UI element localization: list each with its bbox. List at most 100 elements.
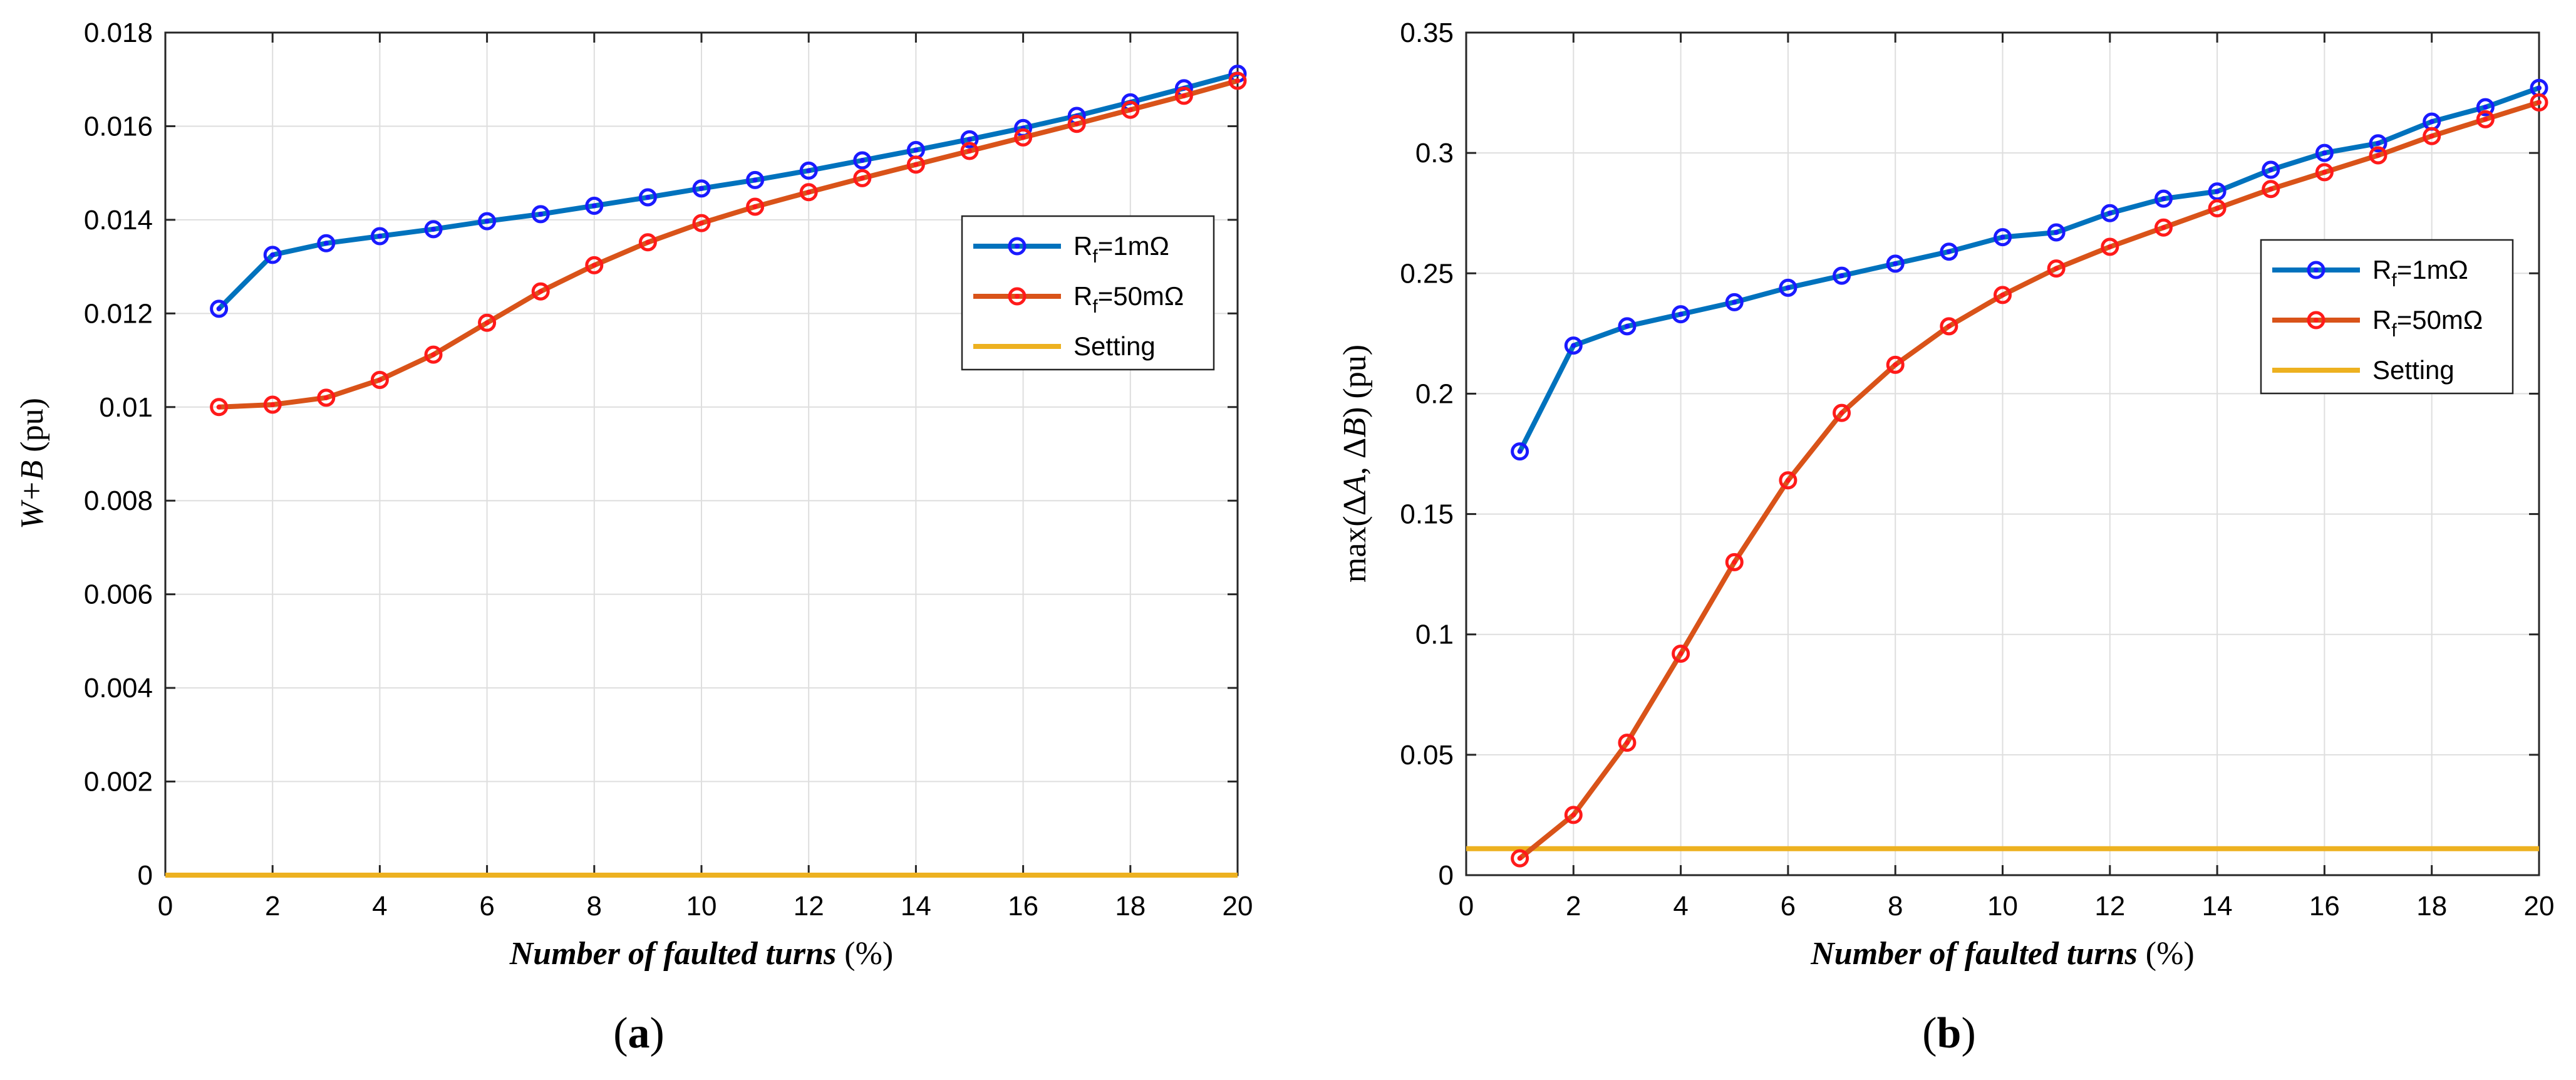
- x-tick-label: 12: [2094, 891, 2125, 922]
- x-tick-label: 14: [2202, 891, 2233, 922]
- data-point-core: [859, 175, 865, 181]
- data-point-core: [484, 219, 490, 224]
- x-tick-label: 0: [1459, 891, 1474, 922]
- data-point: [1511, 442, 1529, 461]
- data-point: [2369, 146, 2387, 165]
- data-point: [1564, 806, 1583, 824]
- data-point-core: [484, 320, 490, 326]
- x-tick-label: 6: [479, 891, 494, 922]
- data-point: [1994, 286, 2012, 304]
- data-point-core: [591, 262, 597, 268]
- data-point: [2208, 199, 2227, 218]
- data-point-core: [323, 395, 329, 400]
- y-axis-label-unit: (pu): [14, 398, 50, 460]
- data-point: [2315, 163, 2334, 182]
- x-tick-label: 20: [1223, 891, 1253, 922]
- data-point: [1067, 115, 1086, 133]
- x-tick-label: 2: [265, 891, 280, 922]
- legend-label-subscript: f: [2391, 270, 2397, 291]
- data-point-core: [1946, 323, 1952, 329]
- data-point-core: [806, 189, 812, 195]
- y-axis-label-part: , Δ: [1337, 438, 1373, 475]
- panel-label: (b): [1922, 1009, 1976, 1057]
- data-point: [1618, 317, 1637, 336]
- data-point: [746, 170, 765, 189]
- data-point-core: [431, 352, 436, 358]
- data-point: [1833, 403, 1851, 422]
- chart-panel-a: 0 2 4 6 8 10 12 14 16 18 20 0 0.002 0.004 0.006 0.008 0.…: [14, 18, 1253, 1057]
- data-point-core: [1517, 449, 1523, 454]
- y-tick-label: 0.012: [84, 298, 153, 329]
- x-tick-label: 12: [794, 891, 824, 922]
- data-point-core: [2322, 150, 2327, 156]
- data-point-core: [2537, 100, 2542, 105]
- y-tick-label: 0: [138, 860, 153, 891]
- data-point-core: [1624, 740, 1630, 745]
- data-point-core: [377, 377, 383, 383]
- y-tick-label: 0.05: [1400, 740, 1454, 771]
- data-point-core: [967, 148, 972, 154]
- x-tick-label: 20: [2524, 891, 2555, 922]
- legend-label-subscript: f: [1092, 246, 1098, 267]
- data-point: [853, 151, 872, 170]
- data-point-core: [2000, 292, 2005, 298]
- data-point: [478, 212, 497, 231]
- legend-swatch-marker: [2307, 261, 2325, 279]
- panel-label-letter: b: [1937, 1009, 1962, 1057]
- data-point: [960, 142, 979, 160]
- data-point: [585, 196, 604, 215]
- data-point-core: [2376, 140, 2381, 146]
- x-tick-label: 14: [901, 891, 931, 922]
- data-point-core: [1571, 812, 1576, 818]
- panel-label: (a): [613, 1009, 665, 1057]
- data-point-core: [538, 289, 544, 294]
- data-point: [1940, 242, 1958, 261]
- data-point: [1940, 317, 1958, 336]
- legend-swatch-marker-core: [2314, 318, 2319, 323]
- legend-label-rest: =1mΩ: [1098, 231, 1169, 261]
- legend-label-main: R: [2372, 305, 2391, 335]
- x-tick-label: 16: [1008, 891, 1038, 922]
- legend-label: Rf=50mΩ: [2372, 305, 2483, 341]
- data-point: [2423, 127, 2441, 145]
- data-point: [799, 161, 818, 180]
- legend-swatch-marker: [1008, 287, 1027, 306]
- x-axis-label-italic: Number of faulted turns: [509, 936, 837, 972]
- data-point-core: [2268, 186, 2273, 192]
- legend-label-rest: =50mΩ: [2397, 305, 2483, 335]
- data-point: [531, 282, 550, 301]
- x-tick-label: 10: [686, 891, 717, 922]
- data-point-core: [270, 402, 276, 408]
- data-point: [263, 395, 282, 414]
- data-point-core: [1624, 323, 1630, 329]
- legend-label-main: Setting: [2372, 355, 2454, 385]
- data-point: [906, 155, 925, 174]
- data-point-core: [1020, 135, 1026, 140]
- x-axis-label-unit: (%): [2138, 936, 2195, 972]
- data-point: [1725, 293, 1744, 311]
- legend-label-main: R: [1073, 281, 1092, 311]
- panel-label-paren: ): [1961, 1009, 1975, 1057]
- data-point-core: [1517, 856, 1523, 861]
- legend-label-rest: =50mΩ: [1098, 281, 1184, 311]
- data-point-core: [752, 177, 758, 183]
- data-point-core: [377, 234, 383, 239]
- y-tick-label: 0.01: [99, 392, 153, 423]
- x-tick-label: 8: [1888, 891, 1903, 922]
- x-tick-label: 0: [158, 891, 173, 922]
- data-point-core: [1571, 343, 1576, 348]
- data-point: [2208, 182, 2227, 201]
- data-point-core: [2429, 133, 2434, 139]
- data-point-core: [1181, 93, 1187, 98]
- data-point: [2101, 204, 2119, 222]
- legend-swatch-marker-core: [1015, 294, 1020, 299]
- x-axis-label: Number of faulted turns (%): [509, 936, 893, 972]
- x-axis-label-unit: (%): [836, 936, 893, 972]
- data-point-core: [806, 168, 812, 174]
- x-tick-label: 10: [1987, 891, 2018, 922]
- data-point: [585, 256, 604, 274]
